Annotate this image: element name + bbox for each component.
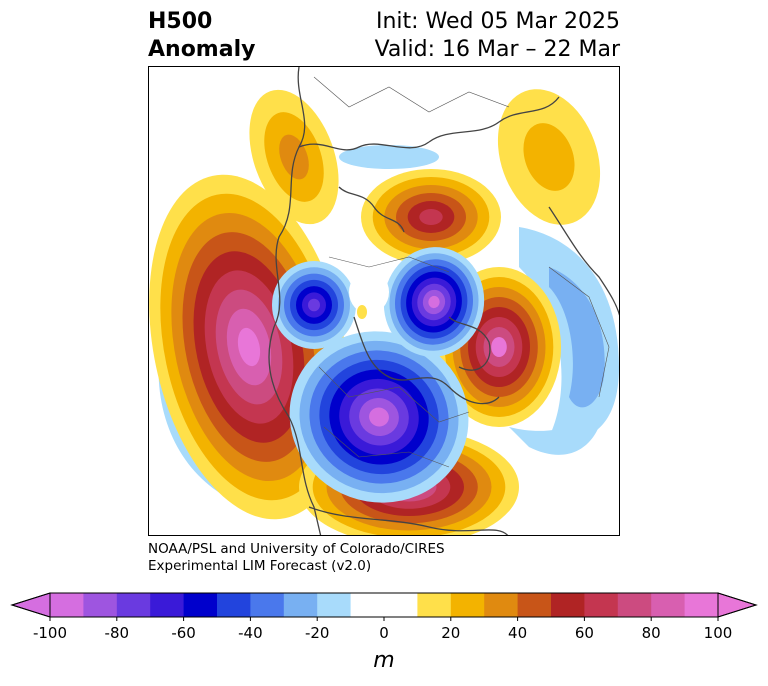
colorbar-segment [651,593,686,617]
colorbar-tick-label: 100 [704,624,733,642]
colorbar-tick-label: -60 [171,624,196,642]
border-0 [313,76,510,113]
valid-range: Valid: 16 Mar – 22 Mar [374,37,620,62]
colorbar-segment [551,593,585,617]
title-left: H500 Anomaly [148,8,255,64]
credit-line-1: NOAA/PSL and University of Colorado/CIRE… [148,541,445,557]
pole-gap [349,270,389,314]
coastline-7 [338,186,405,233]
hudson-low [383,247,485,357]
colorbar-under-arrow [10,592,51,618]
coastlines [268,67,619,535]
coastline-5 [308,506,508,535]
colorbar-tick-label: 60 [575,624,594,642]
colorbar-segment [217,593,251,617]
colorbar-segment [50,593,84,617]
colorbar-tick-label: 80 [642,624,661,642]
title-right: Init: Wed 05 Mar 2025 Valid: 16 Mar – 22… [375,8,620,64]
colorbar-segment [250,593,285,617]
colorbar-over-arrow [717,592,758,618]
siberia-low [272,261,356,349]
colorbar-segment [684,593,719,617]
hudson-low-contour [428,295,440,309]
anomaly-map [149,67,619,535]
colorbar-segment [116,593,151,617]
colorbar-segment [150,593,185,617]
arctic-high [361,169,501,265]
title-type: Anomaly [148,37,256,62]
colorbar-segment [183,593,218,617]
colorbar: -100 -80 -60 -40 -20 0 20 40 60 80 100 [0,590,768,686]
colorbar-segment [384,593,418,617]
colorbar-tick-label: -40 [238,624,263,642]
europe-ridge [497,89,601,225]
coastline-2 [428,96,560,143]
colorbar-segment [584,593,619,617]
siberia-low-contour [308,298,320,312]
colorbar-tick-label: -100 [33,624,67,642]
colorbar-tick-label: -80 [105,624,130,642]
atlantic-high-contour [491,337,507,357]
coastline-0 [268,67,322,535]
coastline-4 [448,316,491,371]
neg-band-east-inner [549,267,605,408]
north-america-trough-contour [369,407,389,427]
coastline-1 [298,141,430,151]
colorbar-segment [283,593,318,617]
neg-band-atlantic [509,407,604,455]
colorbar-svg: -100 -80 -60 -40 -20 0 20 40 60 80 100 [10,592,758,642]
colorbar-unit-label: m [373,648,395,673]
colorbar-segment [417,593,452,617]
title-variable: H500 [148,9,213,34]
credit-line-2: Experimental LIM Forecast (v2.0) [148,558,372,574]
colorbar-tick-label: 40 [508,624,527,642]
colorbar-segment [83,593,118,617]
colorbar-tick-label: -20 [305,624,330,642]
border-3 [548,266,610,398]
pacific-ridge-contour [237,327,261,367]
colorbar-segment [617,593,652,617]
colorbar-segment [450,593,485,617]
colorbar-segment [317,593,352,617]
credit: NOAA/PSL and University of Colorado/CIRE… [148,541,445,575]
colorbar-tick-label: 0 [379,624,389,642]
arctic-high-contour [419,209,443,225]
coastline-6 [548,206,619,316]
pole-speck [357,305,367,319]
borders [313,76,610,468]
init-date: Init: Wed 05 Mar 2025 [375,9,620,34]
colorbar-tick-label: 20 [441,624,460,642]
colorbar-segment [350,593,385,617]
colorbar-segment [484,593,519,617]
north-america-trough [289,331,469,503]
border-2 [323,426,450,468]
alaska-ridge [249,89,339,225]
coastline-3 [353,316,500,405]
border-4 [328,256,450,273]
map-panel [148,66,620,536]
neg-arctic-sliver [339,145,439,169]
colorbar-segment [517,593,552,617]
europe-ridge-contour [523,123,575,191]
border-1 [318,366,470,423]
